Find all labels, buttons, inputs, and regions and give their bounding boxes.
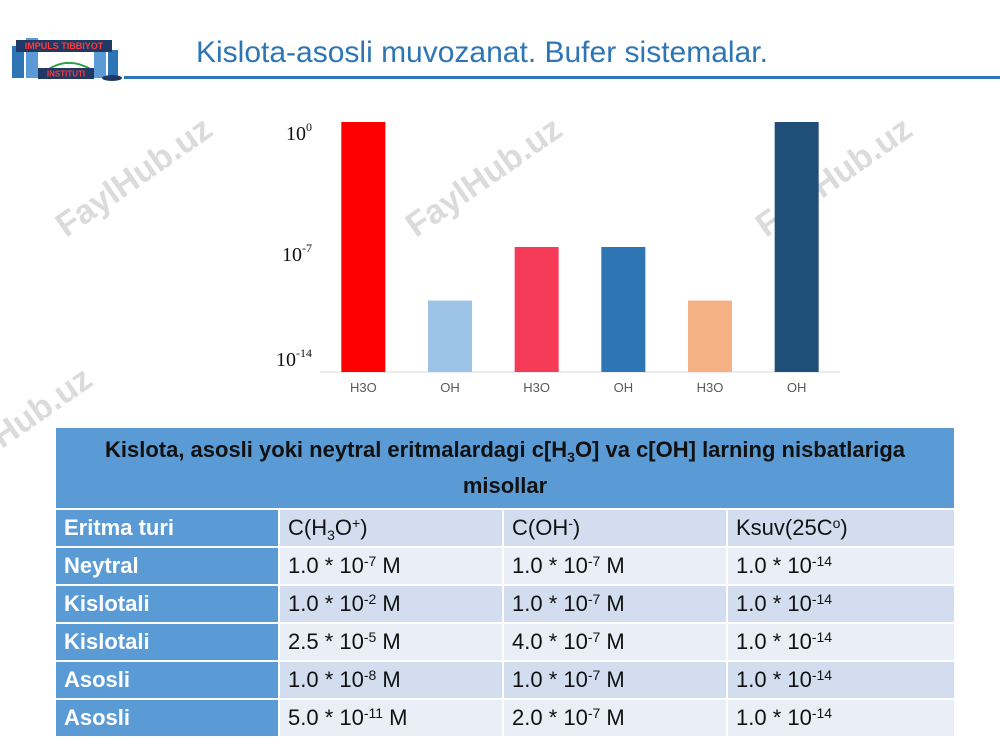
- h3o-value: 1.0 * 10-8 M: [280, 662, 504, 700]
- x-tick-label: H3O: [350, 380, 377, 395]
- h3o-value: 2.5 * 10-5 M: [280, 624, 504, 662]
- h3o-value: 5.0 * 10-11 M: [280, 700, 504, 738]
- bar-oh-2: [428, 300, 472, 372]
- x-tick-label: H3O: [697, 380, 724, 395]
- table-row: Neytral 1.0 * 10-7 M 1.0 * 10-7 M 1.0 * …: [56, 548, 956, 586]
- concentration-bar-chart: H3O OH H3O OH H3O OH 100 10-7 10-14: [276, 120, 840, 395]
- x-tick-label: OH: [614, 380, 634, 395]
- h3o-value: 1.0 * 10-7 M: [280, 548, 504, 586]
- logo-line2: INSTITUTI: [47, 70, 85, 79]
- logo-line1: IMPULS TIBBIYOT: [25, 41, 104, 51]
- column-header-solution-type: Eritma turi: [56, 510, 280, 548]
- column-header-kw: Ksuv(25Co): [728, 510, 956, 548]
- oh-value: 1.0 * 10-7 M: [504, 662, 728, 700]
- h3o-value: 1.0 * 10-2 M: [280, 586, 504, 624]
- row-label: Kislotali: [56, 624, 280, 662]
- oh-value: 1.0 * 10-7 M: [504, 586, 728, 624]
- row-label: Kislotali: [56, 586, 280, 624]
- title-divider: [124, 76, 1000, 79]
- x-tick-label: OH: [440, 380, 460, 395]
- kw-value: 1.0 * 10-14: [728, 586, 956, 624]
- kw-value: 1.0 * 10-14: [728, 662, 956, 700]
- kw-value: 1.0 * 10-14: [728, 624, 956, 662]
- bar-oh-6: [774, 122, 819, 372]
- table-row: Asosli 5.0 * 10-11 M 2.0 * 10-7 M 1.0 * …: [56, 700, 956, 738]
- y-tick-label: 10-7: [282, 241, 312, 266]
- table-header-row: Eritma turi C(H3O+) C(OH-) Ksuv(25Co): [56, 510, 956, 548]
- kw-value: 1.0 * 10-14: [728, 548, 956, 586]
- table-title-row: Kislota, asosli yoki neytral eritmalarda…: [56, 428, 956, 510]
- x-tick-label: H3O: [523, 380, 550, 395]
- bar-h3o-5: [688, 300, 732, 372]
- page-title: Kislota-asosli muvozanat. Bufer sistemal…: [196, 36, 768, 69]
- row-label: Asosli: [56, 662, 280, 700]
- row-label: Neytral: [56, 548, 280, 586]
- concentration-table: Kislota, asosli yoki neytral eritmalarda…: [56, 428, 956, 738]
- table-row: Asosli 1.0 * 10-8 M 1.0 * 10-7 M 1.0 * 1…: [56, 662, 956, 700]
- y-tick-label: 100: [286, 120, 312, 145]
- oh-value: 4.0 * 10-7 M: [504, 624, 728, 662]
- oh-value: 1.0 * 10-7 M: [504, 548, 728, 586]
- bar-oh-4: [601, 247, 646, 372]
- bar-h3o-1: [341, 122, 386, 372]
- row-label: Asosli: [56, 700, 280, 738]
- column-header-h3o: C(H3O+): [280, 510, 504, 548]
- table-row: Kislotali 1.0 * 10-2 M 1.0 * 10-7 M 1.0 …: [56, 586, 956, 624]
- institute-logo: IMPULS TIBBIYOT INSTITUTI: [8, 24, 124, 84]
- bar-h3o-3: [514, 247, 559, 372]
- table-row: Kislotali 2.5 * 10-5 M 4.0 * 10-7 M 1.0 …: [56, 624, 956, 662]
- table-title: Kislota, asosli yoki neytral eritmalarda…: [56, 428, 956, 510]
- column-header-oh: C(OH-): [504, 510, 728, 548]
- kw-value: 1.0 * 10-14: [728, 700, 956, 738]
- y-tick-label: 10-14: [276, 346, 312, 371]
- x-tick-label: OH: [787, 380, 807, 395]
- oh-value: 2.0 * 10-7 M: [504, 700, 728, 738]
- watermark: FaylHub.uz: [48, 109, 220, 245]
